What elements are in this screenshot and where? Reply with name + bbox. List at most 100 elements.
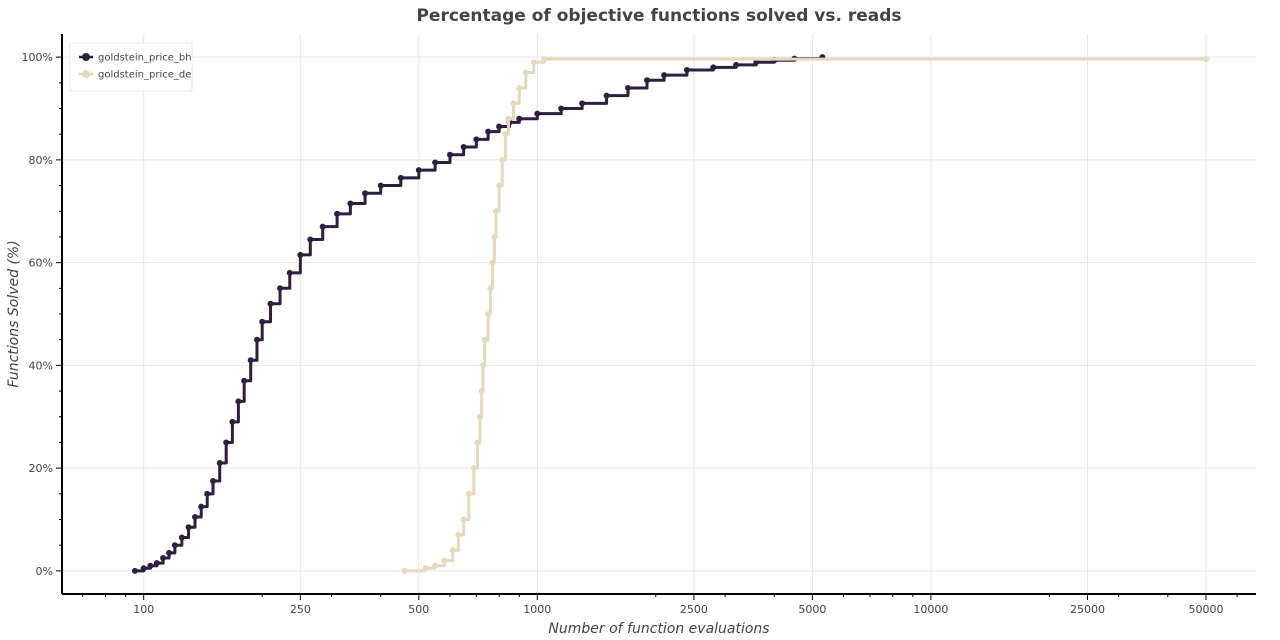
- x-tick-label: 5000: [798, 603, 826, 616]
- data-point: [496, 182, 503, 189]
- data-point: [492, 208, 499, 215]
- x-tick-label: 500: [408, 603, 429, 616]
- data-point: [661, 72, 668, 79]
- data-point: [347, 200, 354, 207]
- data-point: [474, 439, 481, 446]
- data-point: [160, 555, 167, 562]
- data-point: [198, 503, 205, 510]
- data-point: [476, 413, 483, 420]
- data-point: [140, 565, 147, 572]
- data-point: [286, 269, 293, 276]
- data-point: [579, 100, 586, 107]
- data-point: [541, 56, 547, 63]
- data-point: [297, 251, 304, 258]
- data-point: [683, 66, 690, 73]
- data-point: [510, 100, 517, 107]
- data-point: [530, 59, 537, 66]
- data-point: [449, 547, 456, 554]
- legend-box: [69, 42, 193, 92]
- data-point: [624, 84, 631, 91]
- data-point: [485, 311, 492, 317]
- data-point: [558, 105, 565, 112]
- data-point: [473, 136, 480, 143]
- data-point: [319, 223, 326, 230]
- data-point: [192, 513, 199, 520]
- data-point: [241, 377, 248, 384]
- data-point: [277, 285, 284, 292]
- data-point: [422, 565, 429, 572]
- data-point: [253, 336, 260, 343]
- data-point: [247, 357, 254, 364]
- data-point: [460, 516, 467, 523]
- y-tick-label: 0%: [36, 565, 53, 578]
- data-point: [210, 477, 217, 484]
- legend-label: goldstein_price_de: [98, 70, 191, 81]
- data-point: [485, 128, 492, 135]
- series-goldstein_price_de: [401, 56, 1209, 574]
- data-point: [446, 151, 453, 158]
- data-point: [502, 131, 509, 138]
- data-point: [516, 115, 523, 122]
- series-line: [134, 57, 824, 573]
- data-point: [401, 567, 408, 574]
- data-point: [465, 490, 472, 497]
- data-point: [489, 259, 496, 266]
- data-point: [178, 534, 185, 541]
- data-point: [166, 549, 173, 556]
- axes: [61, 34, 1256, 595]
- data-point: [733, 61, 740, 68]
- x-tick-label: 250: [290, 603, 311, 616]
- data-point: [267, 300, 274, 307]
- y-tick-label: 80%: [29, 154, 53, 167]
- data-point: [441, 557, 448, 564]
- data-point: [499, 156, 506, 163]
- data-point: [753, 59, 760, 66]
- data-point: [481, 336, 488, 343]
- data-point: [480, 362, 487, 369]
- series-line: [404, 57, 1206, 573]
- series-layer: [131, 54, 1209, 574]
- data-point: [534, 110, 541, 117]
- data-point: [185, 524, 192, 531]
- data-point: [491, 233, 498, 240]
- data-point: [397, 174, 404, 181]
- grid: [63, 34, 1256, 593]
- data-point: [223, 439, 230, 446]
- data-point: [235, 398, 242, 405]
- data-point: [216, 459, 223, 466]
- data-point: [377, 182, 384, 189]
- y-tick-label: 40%: [29, 359, 53, 372]
- legend-swatch-marker: [82, 53, 90, 61]
- y-axis-label: Functions Solved (%): [6, 240, 22, 387]
- data-point: [432, 159, 439, 166]
- x-tick-label: 100: [133, 603, 154, 616]
- data-point: [478, 388, 485, 395]
- legend-swatch-marker: [82, 70, 90, 78]
- data-point: [432, 562, 439, 569]
- x-tick-label: 1000: [523, 603, 551, 616]
- legend: goldstein_price_bh goldstein_price_de: [69, 42, 193, 92]
- x-tick-label: 50000: [1188, 603, 1223, 616]
- data-point: [307, 236, 314, 243]
- ticks: 100 250 500 1000 2500 5000 10000 25000 50000 0% 20…: [22, 51, 1238, 616]
- data-point: [487, 285, 494, 292]
- data-point: [147, 562, 154, 569]
- data-point: [460, 144, 467, 151]
- x-tick-label: 25000: [1070, 603, 1105, 616]
- data-point: [455, 531, 462, 538]
- data-point: [603, 92, 610, 99]
- data-point: [522, 69, 529, 76]
- chart-title: Percentage of objective functions solved…: [416, 6, 901, 26]
- data-point: [710, 64, 717, 71]
- data-point: [204, 490, 211, 497]
- data-point: [516, 84, 523, 91]
- data-point: [496, 123, 503, 130]
- data-point: [171, 542, 178, 549]
- x-tick-label: 10000: [913, 603, 948, 616]
- series-goldstein_price_bh: [131, 54, 826, 574]
- data-point: [153, 560, 160, 567]
- legend-label: goldstein_price_bh: [98, 53, 192, 64]
- data-point: [1202, 56, 1209, 63]
